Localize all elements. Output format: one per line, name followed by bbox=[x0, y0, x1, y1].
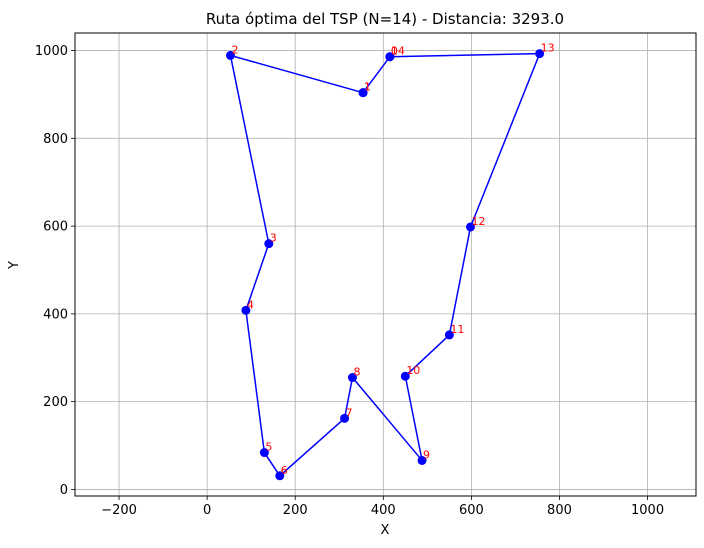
point-label: 14 bbox=[391, 45, 405, 58]
point-label: 11 bbox=[450, 323, 464, 336]
route-point bbox=[347, 373, 357, 383]
x-axis-ticks: −200 0 200 400 600 800 1000 bbox=[101, 496, 664, 518]
y-tick-label: 800 bbox=[43, 132, 68, 147]
point-label: 1 bbox=[364, 81, 371, 94]
y-tick-label: 600 bbox=[43, 220, 68, 235]
x-tick-label: 200 bbox=[283, 503, 308, 518]
route-point bbox=[264, 239, 274, 249]
route-point bbox=[340, 413, 350, 423]
point-label: 9 bbox=[423, 448, 430, 461]
x-tick-label: −200 bbox=[101, 503, 137, 518]
route-point bbox=[535, 49, 545, 59]
point-label: 7 bbox=[346, 406, 353, 419]
x-axis-label: X bbox=[381, 523, 390, 538]
route-point bbox=[241, 305, 251, 315]
route-point bbox=[444, 330, 454, 340]
point-label: 12 bbox=[472, 215, 486, 228]
route-line bbox=[229, 52, 541, 477]
point-label: 5 bbox=[265, 441, 272, 454]
route-points bbox=[225, 49, 545, 481]
chart-title: Ruta óptima del TSP (N=14) - Distancia: … bbox=[206, 10, 564, 28]
x-tick-label: 800 bbox=[547, 503, 572, 518]
point-label: 3 bbox=[270, 232, 277, 245]
point-label: 10 bbox=[406, 364, 420, 377]
point-label: 0 bbox=[391, 45, 398, 58]
point-label: 8 bbox=[353, 366, 360, 379]
x-tick-label: 400 bbox=[371, 503, 396, 518]
point-label: 13 bbox=[541, 42, 555, 55]
x-tick-label: 1000 bbox=[631, 503, 664, 518]
y-tick-label: 0 bbox=[60, 483, 68, 498]
point-label: 6 bbox=[281, 464, 288, 477]
point-label: 2 bbox=[231, 43, 238, 56]
point-label: 4 bbox=[247, 298, 254, 311]
route-point bbox=[466, 222, 476, 232]
y-axis-label: Y bbox=[7, 261, 22, 270]
plot-frame bbox=[74, 32, 697, 497]
route-point bbox=[225, 50, 235, 60]
y-tick-label: 1000 bbox=[35, 44, 68, 59]
y-tick-label: 400 bbox=[43, 307, 68, 322]
x-tick-label: 600 bbox=[459, 503, 484, 518]
x-tick-label: 0 bbox=[203, 503, 211, 518]
grid bbox=[75, 33, 696, 496]
y-tick-label: 200 bbox=[43, 395, 68, 410]
route-point bbox=[259, 448, 269, 458]
point-label: 1 bbox=[364, 81, 371, 94]
route bbox=[229, 52, 541, 477]
route-point bbox=[385, 52, 395, 62]
route-point bbox=[358, 88, 368, 98]
y-axis-ticks: 0 200 400 600 800 1000 bbox=[35, 44, 75, 498]
route-point bbox=[417, 455, 427, 465]
route-point bbox=[275, 471, 285, 481]
route-point bbox=[400, 371, 410, 381]
